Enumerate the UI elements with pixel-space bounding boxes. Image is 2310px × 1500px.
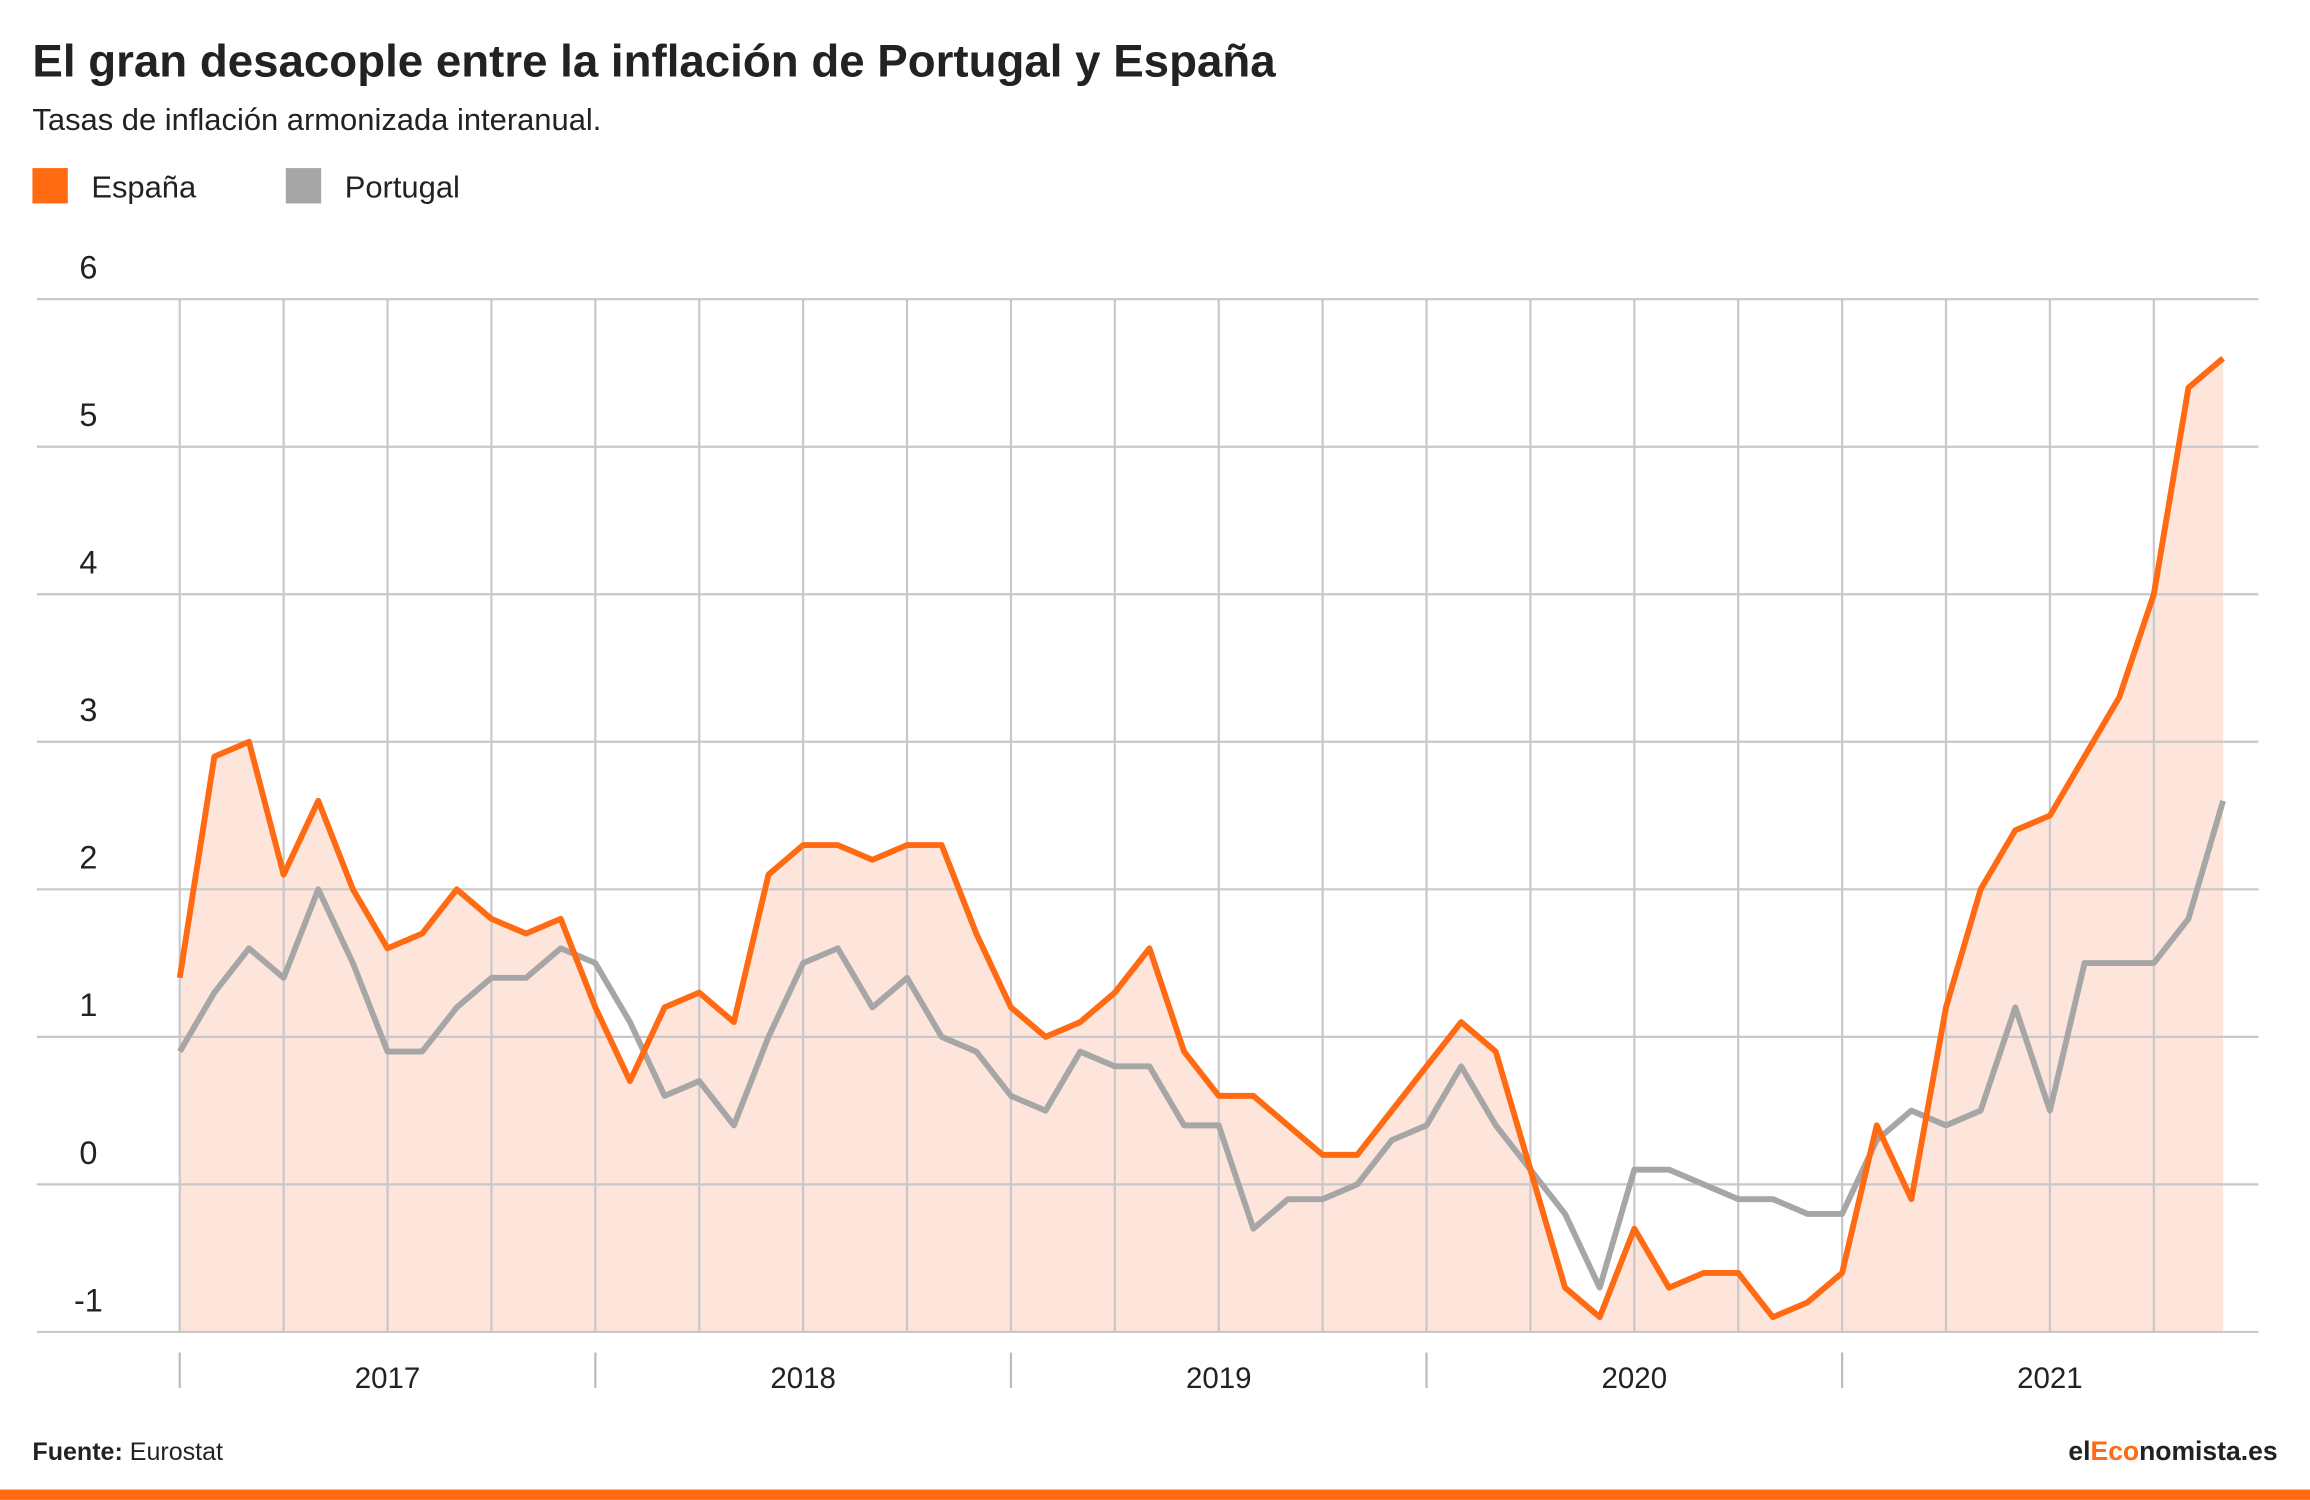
x-tick-label: 2018 (770, 1362, 836, 1395)
grid (36, 298, 2259, 1334)
y-tick-label: 0 (79, 1135, 97, 1171)
brand-part: nomista.es (2139, 1436, 2277, 1466)
y-tick-label: -1 (74, 1282, 103, 1318)
y-tick-label: 3 (79, 692, 97, 728)
brand-logo: elEconomista.es (2068, 1436, 2277, 1466)
brand-part: Eco (2091, 1436, 2140, 1466)
brand-part: el (2068, 1436, 2090, 1466)
y-tick-label: 6 (79, 250, 97, 286)
chart-subtitle: Tasas de inflación armonizada interanual… (32, 102, 601, 137)
x-tick-label: 2019 (1186, 1362, 1252, 1395)
bottom-bar (0, 1489, 2310, 1500)
x-tick-label: 2017 (355, 1362, 421, 1395)
legend: España Portugal (32, 168, 460, 205)
source-name: Eurostat (130, 1438, 223, 1466)
source: Fuente: Eurostat (32, 1438, 223, 1466)
area (179, 358, 2224, 1332)
y-tick-label: 2 (79, 840, 97, 876)
x-tick-label: 2020 (1602, 1362, 1668, 1395)
source-label: Fuente: (32, 1438, 122, 1466)
legend-swatch (32, 168, 68, 204)
y-tick-label: 5 (79, 397, 97, 433)
legend-label: Portugal (345, 170, 460, 205)
legend-swatch (285, 168, 322, 204)
chart-title: El gran desacople entre la inflación de … (32, 36, 1276, 87)
x-tick-label: 2021 (2017, 1362, 2083, 1395)
line (176, 355, 2225, 1321)
y-tick-label: 1 (79, 987, 97, 1023)
legend-label: España (91, 170, 197, 205)
y-tick-label: 4 (79, 545, 97, 581)
